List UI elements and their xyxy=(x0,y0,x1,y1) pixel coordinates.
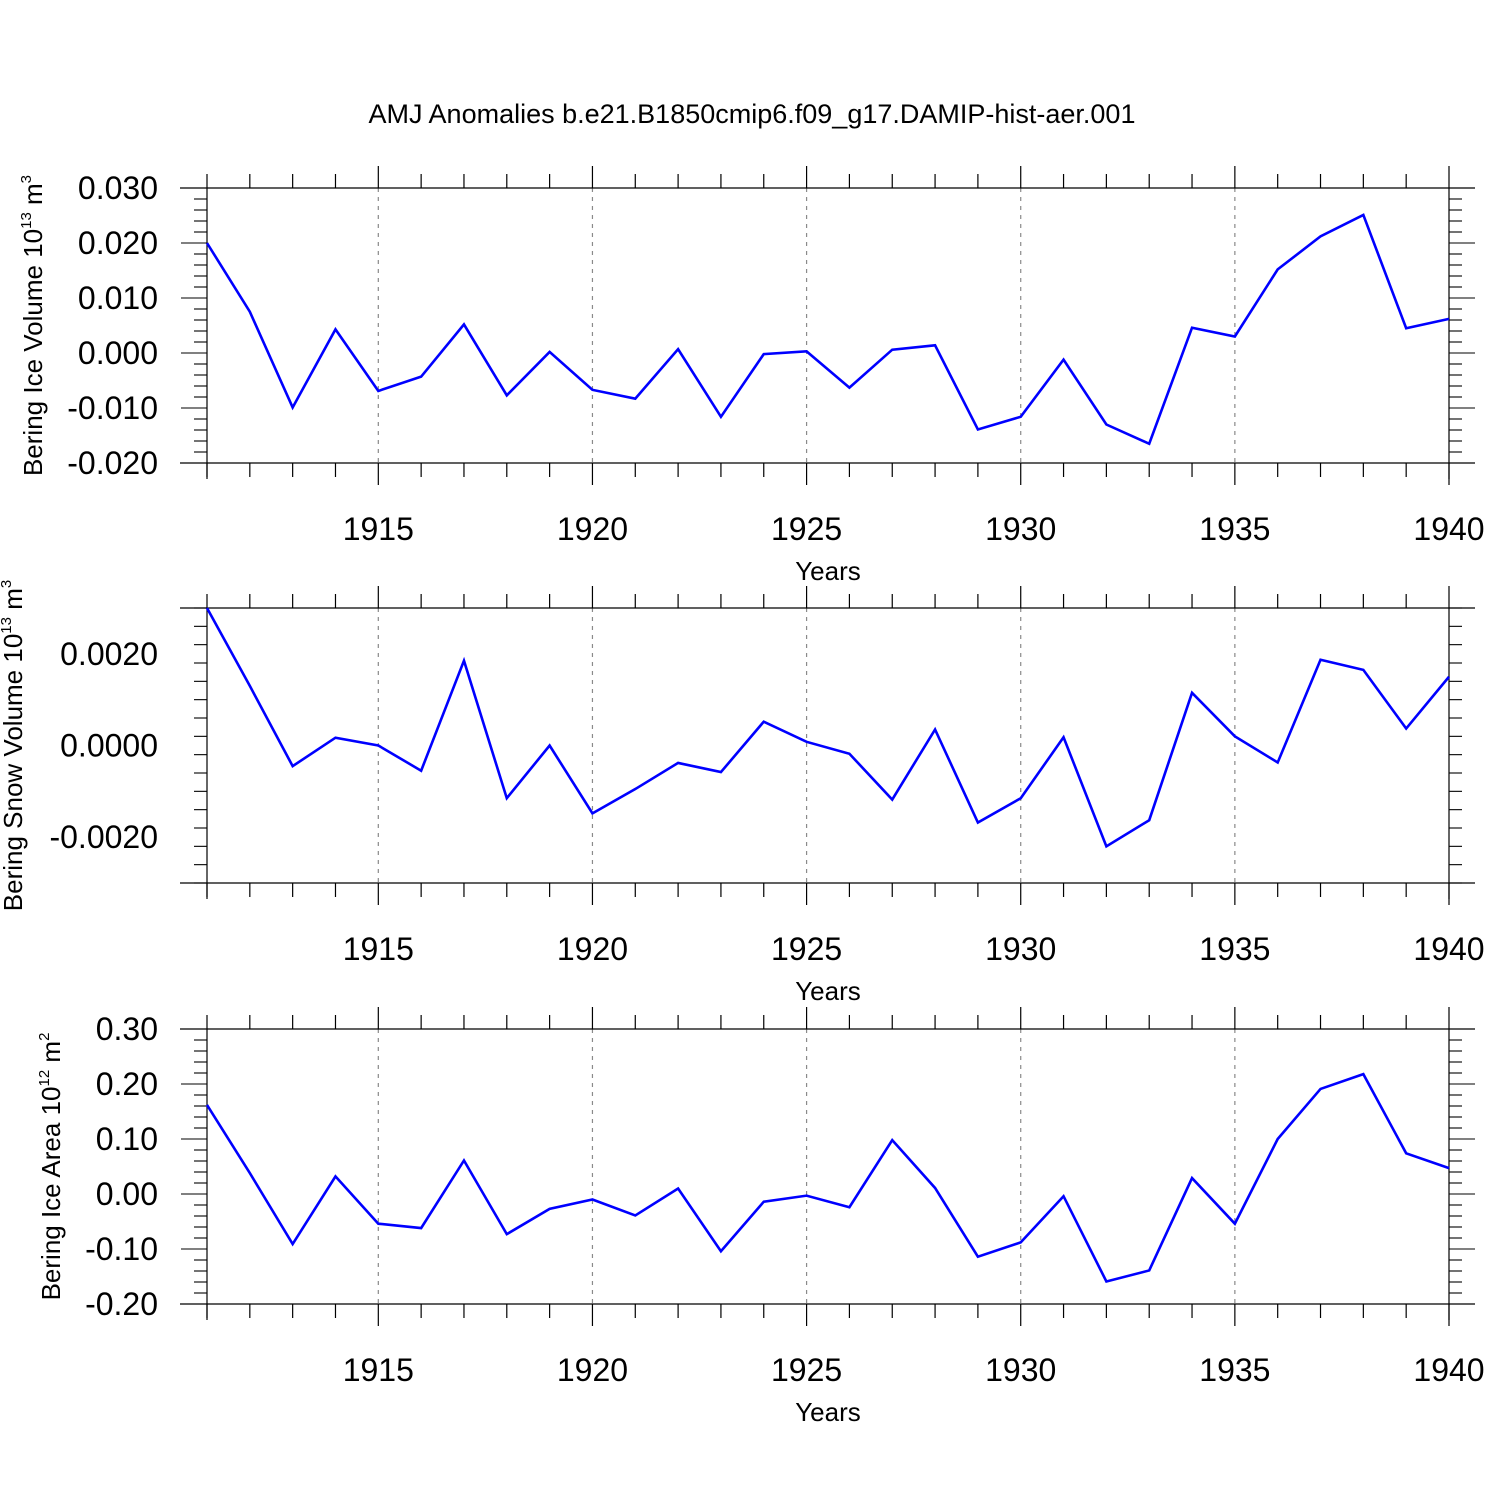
y-tick-label: -0.010 xyxy=(67,390,158,426)
x-tick-label-1925: 1925 xyxy=(771,511,842,547)
x-tick-label-1930: 1930 xyxy=(985,931,1056,967)
x-tick-label-1935: 1935 xyxy=(1199,511,1270,547)
y-tick-label: 0.20 xyxy=(96,1066,158,1102)
series-line-1 xyxy=(205,213,1450,446)
x-tick-label-1935: 1935 xyxy=(1199,1352,1270,1388)
x-axis-title: Years xyxy=(795,976,861,1006)
x-axis-title: Years xyxy=(795,556,861,586)
x-tick-label-1925: 1925 xyxy=(771,931,842,967)
x-tick-label-1925: 1925 xyxy=(771,1352,842,1388)
chart-panels: 1915 1920 1925 1930 1935 1940 Years 0.030 0.020 0… xyxy=(0,166,1485,1427)
chart-panel-1: 1915 1920 1925 1930 1935 1940 Years 0.030 0.020 0… xyxy=(18,166,1485,586)
y-tick-label: 0.010 xyxy=(78,280,158,316)
y-tick-label: -0.20 xyxy=(85,1286,158,1322)
y-axis-title: Bering Ice Area 1012 m2 xyxy=(36,1033,66,1301)
y-tick-label: -0.020 xyxy=(67,445,158,481)
x-tick-label-1930: 1930 xyxy=(985,511,1056,547)
x-axis-title: Years xyxy=(795,1397,861,1427)
y-axis-title: Bering Ice Volume 1013 m3 xyxy=(18,175,48,476)
y-tick-label: 0.030 xyxy=(78,170,158,206)
x-tick-label-1915: 1915 xyxy=(343,931,414,967)
y-tick-label: 0.020 xyxy=(78,225,158,261)
y-axis-title: Bering Snow Volume 1013 m3 xyxy=(0,580,28,911)
y-tick-label: 0.000 xyxy=(78,335,158,371)
x-tick-label-1915: 1915 xyxy=(343,1352,414,1388)
y-tick-label: 0.0000 xyxy=(60,728,158,764)
x-tick-label-1920: 1920 xyxy=(557,511,628,547)
x-tick-label-1920: 1920 xyxy=(557,931,628,967)
chart-panel-3: 1915 1920 1925 1930 1935 1940 Years 0.30 0.20 0.1… xyxy=(36,1007,1485,1427)
x-tick-label-1920: 1920 xyxy=(557,1352,628,1388)
x-tick-label-1940: 1940 xyxy=(1413,931,1484,967)
chart-panel-2: 1915 1920 1925 1930 1935 1940 Years 0.0020 0.000… xyxy=(0,580,1485,1006)
series-line-1 xyxy=(205,607,1451,849)
y-tick-label: 0.00 xyxy=(96,1176,158,1212)
series-line-1 xyxy=(205,1072,1450,1283)
y-tick-label: 0.30 xyxy=(96,1011,158,1047)
x-tick-label-1915: 1915 xyxy=(343,511,414,547)
x-tick-label-1940: 1940 xyxy=(1413,511,1484,547)
x-tick-label-1940: 1940 xyxy=(1413,1352,1484,1388)
figure-title: AMJ Anomalies b.e21.B1850cmip6.f09_g17.D… xyxy=(369,99,1136,129)
y-tick-label: 0.10 xyxy=(96,1121,158,1157)
y-tick-label: 0.0020 xyxy=(60,636,158,672)
y-tick-label: -0.0020 xyxy=(49,819,158,855)
y-tick-label: -0.10 xyxy=(85,1231,158,1267)
x-tick-label-1930: 1930 xyxy=(985,1352,1056,1388)
x-tick-label-1935: 1935 xyxy=(1199,931,1270,967)
